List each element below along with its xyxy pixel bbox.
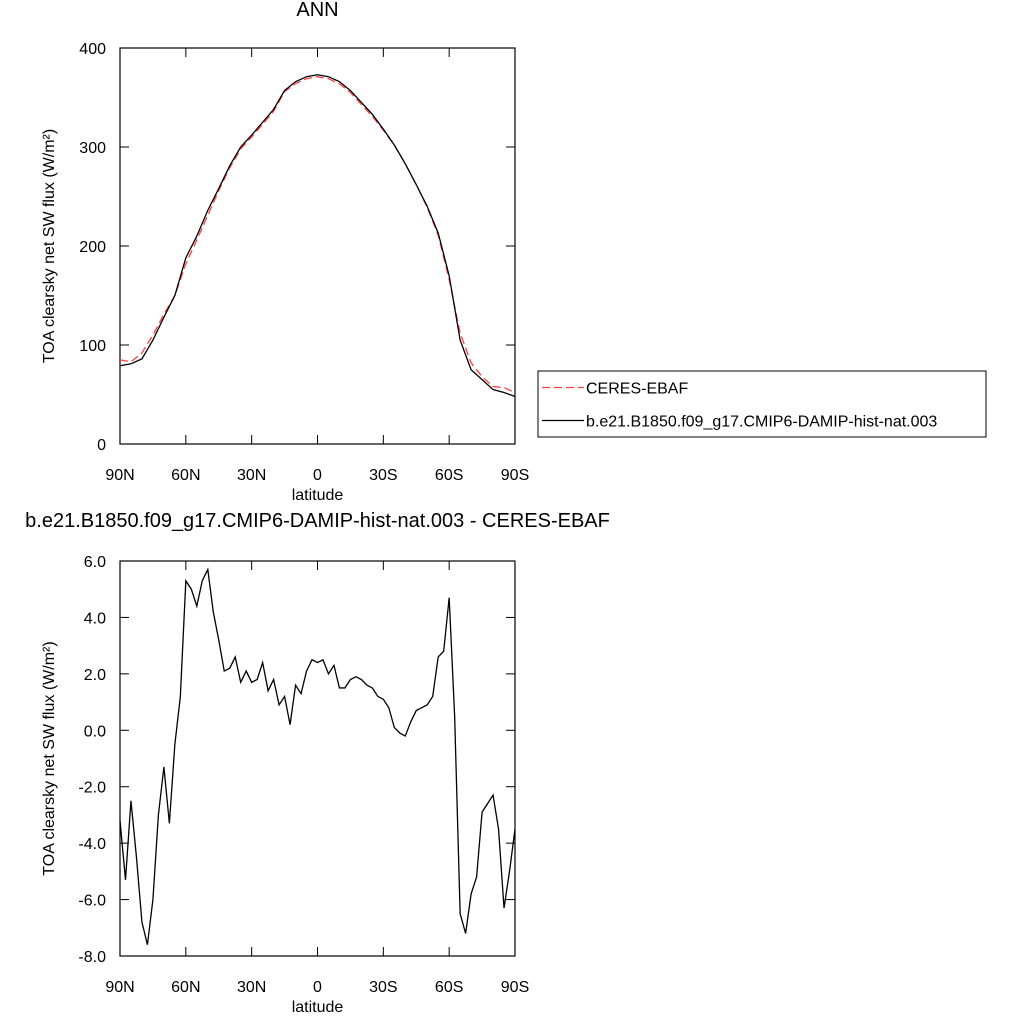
x-tick-label: 30S: [369, 467, 397, 484]
x-tick-label: 0: [313, 467, 322, 484]
y-tick-label: -2.0: [78, 780, 106, 797]
x-tick-label: 30N: [237, 979, 266, 996]
x-tick-label: 60N: [171, 467, 200, 484]
y-tick-label: 0: [97, 437, 106, 454]
y-tick-label: 400: [79, 41, 106, 58]
data-line: [119, 567, 516, 945]
data-line: [119, 76, 516, 394]
y-tick-label: -6.0: [78, 893, 106, 910]
y-tick-label: 0.0: [84, 723, 106, 740]
plot-frame: [119, 560, 516, 957]
y-tick-label: 200: [79, 239, 106, 256]
x-tick-label: 30S: [369, 979, 397, 996]
legend-label: CERES-EBAF: [586, 381, 688, 398]
x-tick-label: 60N: [171, 979, 200, 996]
chart-title: ANN: [296, 0, 338, 21]
x-tick-label: 60S: [435, 467, 463, 484]
x-tick-label: 90N: [105, 467, 134, 484]
x-axis-label: latitude: [292, 999, 344, 1016]
x-tick-label: 90N: [105, 979, 134, 996]
y-tick-label: 300: [79, 140, 106, 157]
y-axis-label: TOA clearsky net SW flux (W/m²): [41, 641, 58, 875]
x-tick-label: 90S: [501, 979, 529, 996]
x-tick-label: 30N: [237, 467, 266, 484]
chart-title: b.e21.B1850.f09_g17.CMIP6-DAMIP-hist-nat…: [25, 510, 610, 532]
y-axis-label: TOA clearsky net SW flux (W/m²): [41, 129, 58, 363]
y-tick-label: -4.0: [78, 836, 106, 853]
x-axis-label: latitude: [292, 487, 344, 504]
x-tick-label: 90S: [501, 467, 529, 484]
legend-label: b.e21.B1850.f09_g17.CMIP6-DAMIP-hist-nat…: [586, 414, 937, 431]
y-tick-label: 100: [79, 338, 106, 355]
y-tick-label: 2.0: [84, 667, 106, 684]
x-tick-label: 0: [313, 979, 322, 996]
y-tick-label: 4.0: [84, 610, 106, 627]
y-tick-label: 6.0: [84, 554, 106, 571]
legend-box: [537, 370, 987, 438]
y-tick-label: -8.0: [78, 949, 106, 966]
data-line: [119, 74, 516, 398]
x-tick-label: 60S: [435, 979, 463, 996]
plot-frame: [119, 47, 516, 445]
